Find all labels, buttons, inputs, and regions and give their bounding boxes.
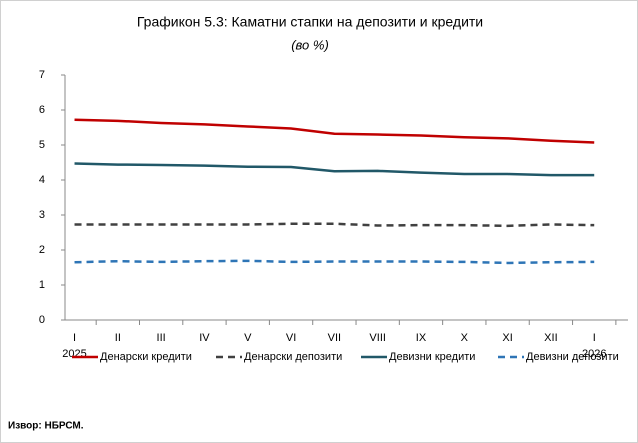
x-tick-label: IV xyxy=(199,332,210,344)
source: Извор: НБРСМ. xyxy=(8,421,84,432)
legend-label: Девизни депозити xyxy=(526,351,619,363)
y-tick-label: 1 xyxy=(39,279,45,291)
x-tick-label: VII xyxy=(328,332,341,344)
series-line xyxy=(74,162,595,177)
x-tick-label: I xyxy=(73,332,76,344)
x-tick-label: VIII xyxy=(369,332,386,344)
y-tick-label: 3 xyxy=(39,209,45,221)
series-line xyxy=(74,118,595,144)
legend-label: Девизни кредити xyxy=(389,351,475,363)
x-tick-label: XI xyxy=(502,332,512,344)
x-tick-label: III xyxy=(157,332,166,344)
x-tick-label: II xyxy=(115,332,121,344)
x-tick-label: XII xyxy=(544,332,557,344)
y-tick-label: 0 xyxy=(39,314,45,326)
legend-label: Денарски кредити xyxy=(100,351,192,363)
x-year-label: 2026 xyxy=(582,348,606,360)
y-tick-label: 5 xyxy=(39,139,45,151)
y-tick-label: 4 xyxy=(39,174,45,186)
y-tick-label: 6 xyxy=(39,104,45,116)
y-tick-label: 7 xyxy=(39,69,45,81)
y-tick-label: 2 xyxy=(39,244,45,256)
chart-subtitle: (во %) xyxy=(291,37,329,52)
x-tick-label: X xyxy=(461,332,469,344)
x-tick-label: V xyxy=(244,332,252,344)
chart-title: Графикон 5.3: Каматни стапки на депозити… xyxy=(137,14,483,30)
x-tick-label: IX xyxy=(416,332,427,344)
legend-label: Денарски депозити xyxy=(244,351,342,363)
series-line xyxy=(74,259,595,265)
series-line xyxy=(74,222,595,228)
x-tick-label: I xyxy=(593,332,596,344)
x-tick-label: VI xyxy=(286,332,296,344)
